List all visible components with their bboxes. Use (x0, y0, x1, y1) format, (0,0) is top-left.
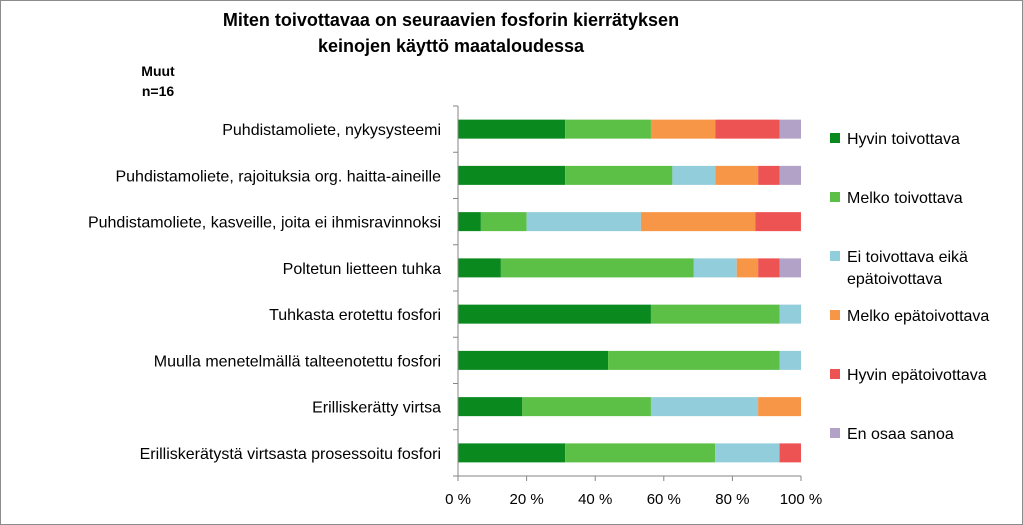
category-label: Erilliskerätty virtsa (312, 400, 441, 417)
bar-segment-2-6 (779, 165, 801, 185)
bar-segment-7-4 (758, 397, 802, 417)
legend-label: Hyvin epätoivottava (847, 367, 987, 384)
category-label: Puhdistamoliete, kasveille, joita ei ihm… (88, 215, 441, 232)
bar-segment-8-5 (779, 443, 801, 463)
legend-swatch (830, 251, 840, 261)
bar-segment-6-3 (779, 350, 801, 370)
bar-segment-2-4 (715, 165, 759, 185)
bar-segment-2-3 (672, 165, 716, 185)
chart-title: Miten toivottavaa on seuraavien fosforin… (1, 7, 901, 59)
bar-segment-8-1 (458, 443, 566, 463)
bar-segment-2-1 (458, 165, 566, 185)
category-label: Poltetun lietteen tuhka (283, 261, 441, 278)
bar-segment-4-3 (693, 258, 737, 278)
legend-swatch (830, 133, 840, 143)
legend-swatch (830, 428, 840, 438)
category-label: Muulla menetelmällä talteenotettu fosfor… (154, 353, 441, 370)
bar-segment-5-2 (650, 304, 780, 324)
bar-segment-6-1 (458, 350, 609, 370)
x-tick-label: 20 % (509, 491, 543, 508)
bar-segment-4-4 (736, 258, 759, 278)
bar-segment-4-1 (458, 258, 501, 278)
bar-segment-3-1 (458, 212, 481, 232)
legend-swatch (830, 192, 840, 202)
x-tick-label: 80 % (715, 491, 749, 508)
legend-label: Melko epätoivottava (847, 308, 989, 325)
subgroup-label-line-1: Muut (141, 63, 175, 79)
bar-segment-7-1 (458, 397, 523, 417)
bar-segment-1-5 (715, 119, 780, 139)
legend-label: En osaa sanoa (847, 426, 954, 443)
bar-segment-1-4 (650, 119, 716, 139)
bar-segment-1-1 (458, 119, 566, 139)
x-tick-label: 60 % (647, 491, 681, 508)
bar-segment-3-5 (755, 212, 801, 232)
chart-title-line-2: keinojen käyttö maataloudessa (317, 36, 585, 56)
bar-segment-5-1 (458, 304, 651, 324)
x-tick-label: 40 % (578, 491, 612, 508)
bar-segment-6-2 (608, 350, 780, 370)
legend-label: Ei toivottava eikä (847, 249, 968, 266)
bar-segment-3-2 (480, 212, 527, 232)
bar-segment-2-2 (565, 165, 673, 185)
bar-segment-3-3 (526, 212, 641, 232)
bar-segment-4-5 (758, 258, 780, 278)
legend-label: epätoivottava (847, 271, 942, 288)
x-tick-label: 0 % (445, 491, 471, 508)
bar-segment-5-3 (779, 304, 801, 324)
bar-segment-2-5 (758, 165, 780, 185)
bar-segment-3-4 (640, 212, 756, 232)
category-label: Erilliskerätystä virtsasta prosessoitu f… (140, 446, 441, 463)
subgroup-label-line-2: n=16 (141, 83, 175, 99)
legend-label: Hyvin toivottava (847, 131, 960, 148)
category-label: Puhdistamoliete, rajoituksia org. haitta… (115, 168, 441, 185)
legend-label: Melko toivottava (847, 190, 963, 207)
bar-segment-1-2 (565, 119, 651, 139)
legend-swatch (830, 310, 840, 320)
bar-segment-1-6 (779, 119, 801, 139)
bar-segment-7-3 (650, 397, 759, 417)
category-label: Tuhkasta erotettu fosfori (269, 307, 441, 324)
chart-title-line-1: Miten toivottavaa on seuraavien fosforin… (222, 10, 680, 30)
bar-segment-8-3 (715, 443, 780, 463)
bar-segment-4-2 (500, 258, 694, 278)
x-tick-label: 100 % (780, 491, 823, 508)
legend-swatch (830, 369, 840, 379)
subgroup-label: Muut n=16 (119, 61, 197, 101)
bar-segment-8-2 (565, 443, 716, 463)
bar-segment-4-6 (779, 258, 801, 278)
category-label: Puhdistamoliete, nykysysteemi (222, 122, 441, 139)
bar-segment-7-2 (522, 397, 651, 417)
